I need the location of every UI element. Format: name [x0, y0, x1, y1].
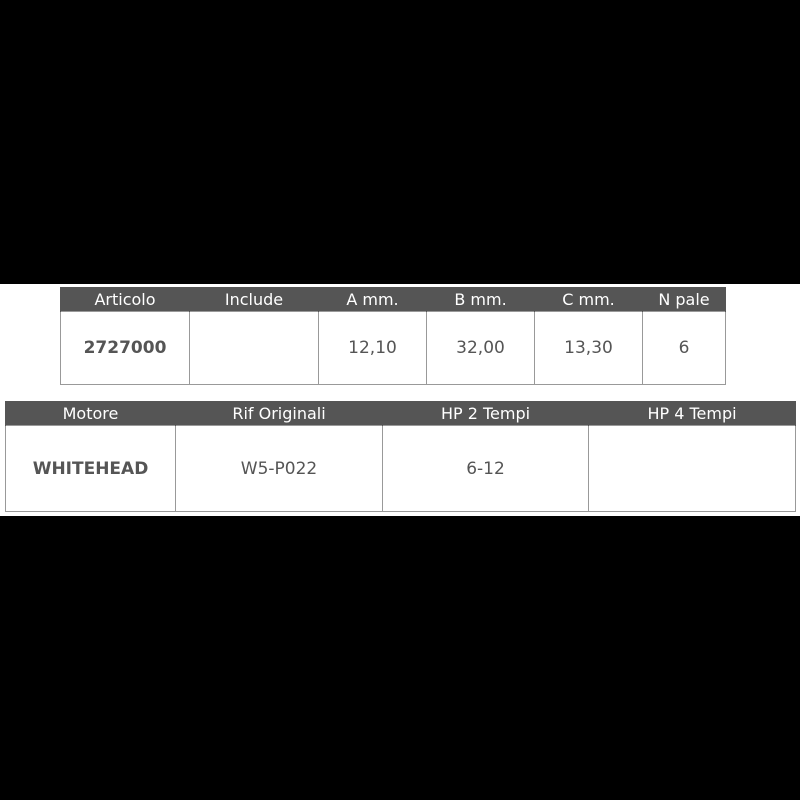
- header-row: Motore Rif Originali HP 2 Tempi HP 4 Tem…: [5, 401, 796, 426]
- header-include: Include: [189, 287, 319, 312]
- header-articolo: Articolo: [60, 287, 190, 312]
- product-table: Articolo Include A mm. B mm. C mm. N pal…: [60, 287, 726, 385]
- cell-a-mm: 12,10: [318, 311, 427, 385]
- header-hp-4-tempi: HP 4 Tempi: [588, 401, 796, 426]
- cell-b-mm: 32,00: [426, 311, 535, 385]
- cell-articolo: 2727000: [60, 311, 190, 385]
- engine-table: Motore Rif Originali HP 2 Tempi HP 4 Tem…: [5, 401, 796, 512]
- header-motore: Motore: [5, 401, 176, 426]
- header-a-mm: A mm.: [318, 287, 427, 312]
- cell-hp-4-tempi: [588, 425, 796, 512]
- header-hp-2-tempi: HP 2 Tempi: [382, 401, 589, 426]
- header-c-mm: C mm.: [534, 287, 643, 312]
- cell-hp-2-tempi: 6-12: [382, 425, 589, 512]
- header-b-mm: B mm.: [426, 287, 535, 312]
- cell-include: [189, 311, 319, 385]
- cell-c-mm: 13,30: [534, 311, 643, 385]
- table-row: WHITEHEAD W5-P022 6-12: [5, 425, 796, 512]
- header-row: Articolo Include A mm. B mm. C mm. N pal…: [60, 287, 726, 312]
- cell-rif-originali: W5-P022: [175, 425, 383, 512]
- header-n-pale: N pale: [642, 287, 726, 312]
- cell-n-pale: 6: [642, 311, 726, 385]
- table-row: 2727000 12,10 32,00 13,30 6: [60, 311, 726, 385]
- cell-motore: WHITEHEAD: [5, 425, 176, 512]
- header-rif-originali: Rif Originali: [175, 401, 383, 426]
